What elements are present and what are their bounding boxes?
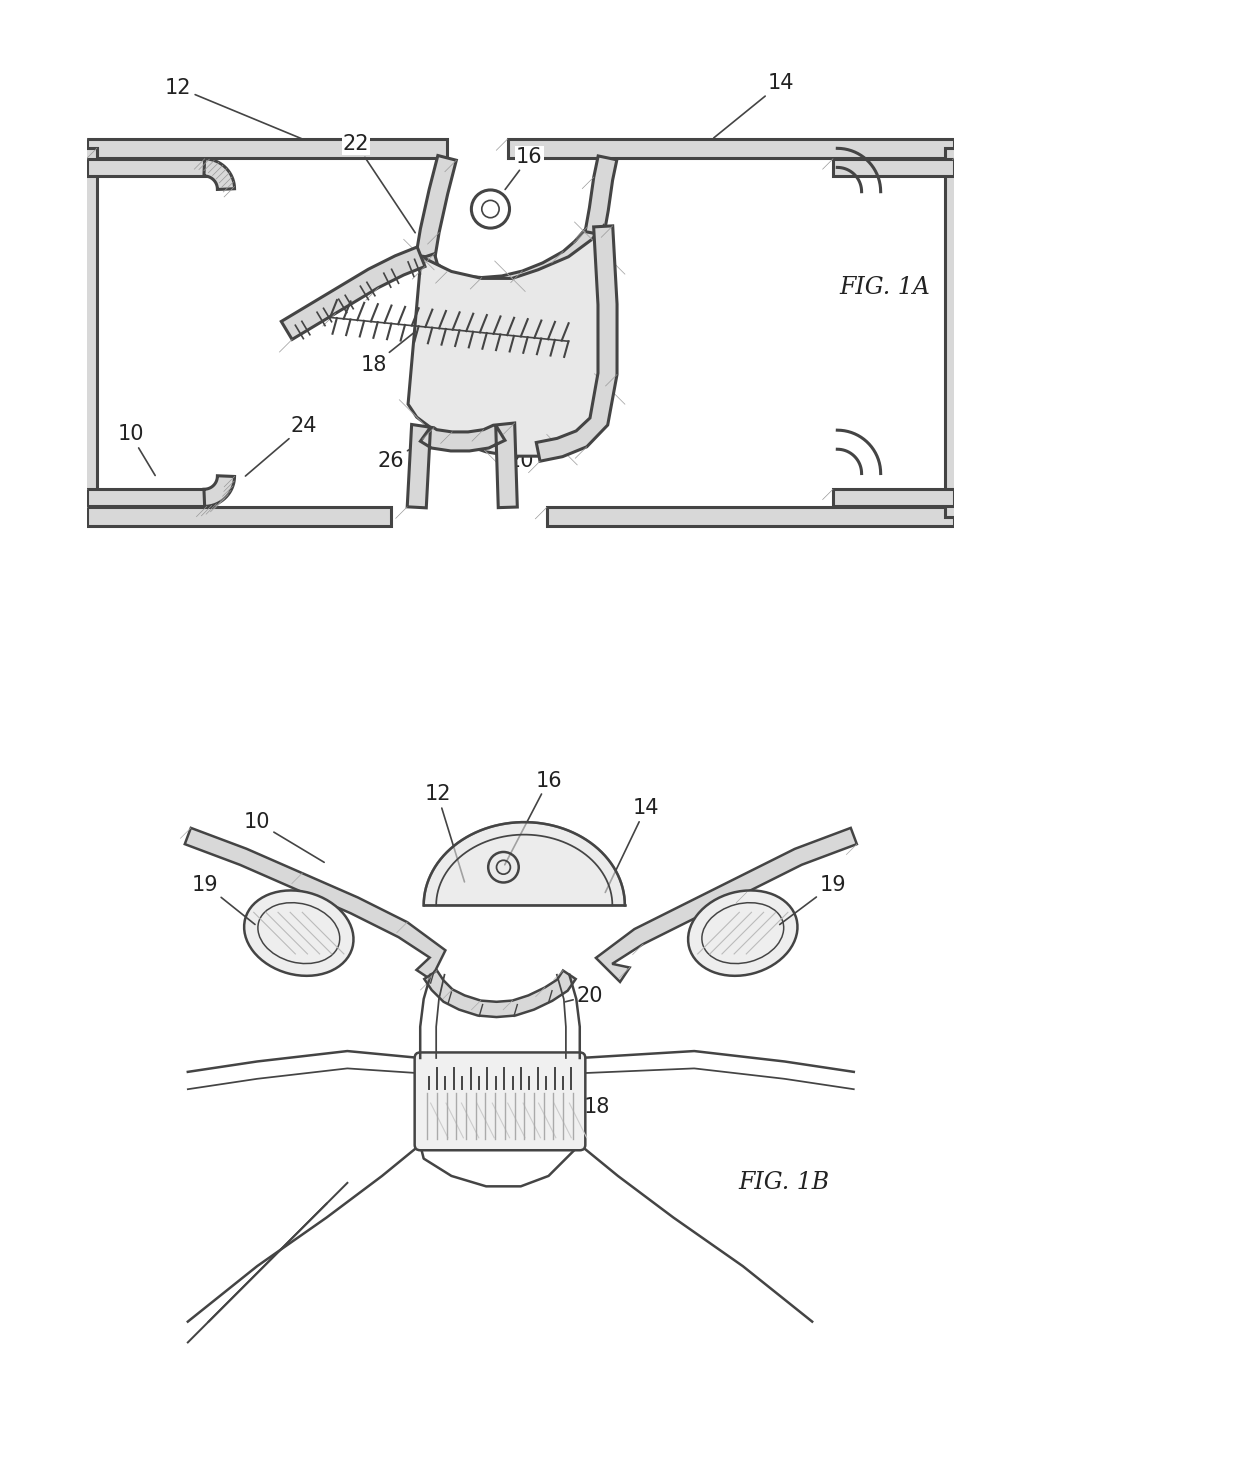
Polygon shape — [833, 159, 955, 176]
Text: 12: 12 — [424, 784, 465, 883]
Polygon shape — [185, 828, 445, 980]
Polygon shape — [833, 489, 955, 506]
Text: 16: 16 — [505, 148, 543, 189]
Polygon shape — [203, 159, 234, 189]
Text: 10: 10 — [244, 812, 324, 862]
Text: 14: 14 — [714, 74, 794, 137]
Polygon shape — [281, 246, 425, 339]
Polygon shape — [87, 489, 208, 506]
Text: 19: 19 — [780, 875, 846, 924]
Text: 10: 10 — [118, 425, 155, 475]
Polygon shape — [87, 159, 208, 176]
Text: 12: 12 — [165, 78, 301, 139]
Text: 24: 24 — [246, 416, 317, 477]
FancyBboxPatch shape — [414, 1052, 585, 1150]
Polygon shape — [424, 971, 575, 1017]
Polygon shape — [424, 822, 625, 905]
Text: 22: 22 — [342, 134, 415, 233]
Text: 18: 18 — [360, 332, 414, 375]
Text: 19: 19 — [192, 875, 255, 924]
Text: FIG. 1B: FIG. 1B — [739, 1172, 830, 1194]
Ellipse shape — [244, 890, 353, 976]
Text: 20: 20 — [565, 986, 604, 1005]
Polygon shape — [585, 156, 616, 235]
Text: 18: 18 — [574, 1097, 610, 1116]
Polygon shape — [78, 148, 97, 517]
Polygon shape — [415, 155, 456, 258]
Polygon shape — [87, 508, 391, 527]
Polygon shape — [508, 139, 955, 158]
Text: 14: 14 — [605, 799, 658, 893]
Polygon shape — [407, 424, 517, 508]
Text: 16: 16 — [505, 770, 562, 865]
Polygon shape — [408, 226, 616, 456]
Polygon shape — [596, 828, 857, 982]
Text: FIG. 1A: FIG. 1A — [839, 276, 930, 298]
Polygon shape — [536, 226, 618, 461]
Text: 26: 26 — [377, 431, 440, 471]
Polygon shape — [945, 148, 963, 517]
Polygon shape — [87, 139, 448, 158]
Polygon shape — [203, 475, 234, 506]
Text: 20: 20 — [505, 438, 534, 471]
Polygon shape — [547, 508, 955, 527]
Ellipse shape — [688, 890, 797, 976]
Polygon shape — [417, 227, 601, 297]
